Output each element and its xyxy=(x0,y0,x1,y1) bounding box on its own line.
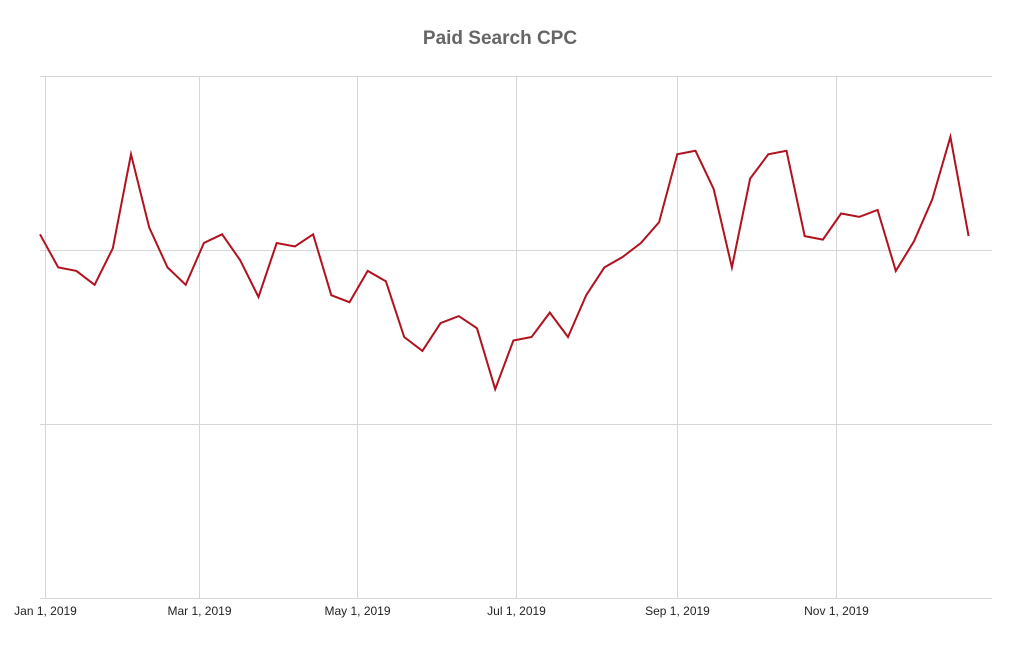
x-tick-label: Jan 1, 2019 xyxy=(14,604,77,618)
x-tick-label: Mar 1, 2019 xyxy=(167,604,231,618)
x-tick-label: Sep 1, 2019 xyxy=(645,604,710,618)
series-line xyxy=(39,132,970,393)
chart-title: Paid Search CPC xyxy=(422,28,578,49)
x-tick-label: Nov 1, 2019 xyxy=(804,604,869,618)
x-tick-label: May 1, 2019 xyxy=(324,604,390,618)
x-axis-ticks: Jan 1, 2019 Mar 1, 2019 May 1, 2019 Jul 1, … xyxy=(14,604,869,618)
x-tick-label: Jul 1, 2019 xyxy=(487,604,546,618)
series-layer xyxy=(39,132,970,393)
grid-layer xyxy=(40,76,992,599)
